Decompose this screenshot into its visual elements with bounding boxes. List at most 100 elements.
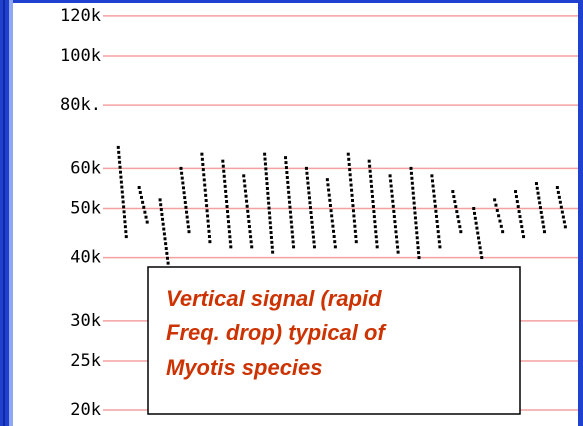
pulse-dot [288,200,292,204]
pulse-dot [122,205,126,209]
pulse-dot [264,167,268,171]
pulse-dot [346,152,350,156]
pulse-dot [285,171,289,175]
pulse [409,166,421,260]
y-tick-label: 50k [70,198,101,218]
pulse-dot [535,186,539,190]
pulse-dot [373,220,377,224]
pulse-dot [307,196,311,200]
pulse-dot [311,230,315,234]
pulse-dot [558,200,562,204]
pulse-dot [180,171,184,175]
pulse-dot [391,199,395,203]
pulse-dot [226,215,230,219]
pulses [116,145,567,265]
pulse-dot [437,240,441,244]
pulse-dot [455,210,459,214]
pulse-dot [354,235,358,239]
pulse-dot [267,201,271,205]
pulse [472,206,484,260]
pulse-dot [244,194,248,198]
pulse-dot [328,198,332,202]
pulse-dot [452,195,456,199]
pulse-dot [327,188,331,192]
pulse-dot [349,183,353,187]
pulse-dot [203,188,207,192]
pulse-dot [351,204,355,208]
pulse-dot [563,225,567,229]
pulse-dot [116,145,120,149]
pulse-dot [430,179,434,183]
pulse-dot [242,174,246,178]
pulse-dot [498,219,502,223]
pulse-dot [205,209,209,213]
pulse-dot [499,224,503,228]
pulse-dot [354,240,358,244]
pulse-dot [310,220,314,224]
pulse-dot [223,179,227,183]
pulse-dot [309,215,313,219]
pulse-dot [347,162,351,166]
pulse-dot [413,216,417,220]
pulse-dot [312,240,316,244]
pulse-dot [374,235,378,239]
pulse-dot [248,230,252,234]
pulse-dot [332,235,336,239]
pulse-dot [330,214,334,218]
pulse-dot [516,205,520,209]
pulse-dot [434,214,438,218]
pulse-dot [286,185,290,189]
pulse-dot [288,205,292,209]
pulse-dot [203,183,207,187]
pulse-dot [160,212,164,216]
pulse-dot [206,214,210,218]
pulse-dot [247,219,251,223]
pulse-dot [288,210,292,214]
pulse-dot [413,211,417,215]
pulse-dot [538,206,542,210]
pulse-dot [290,230,294,234]
pulse-dot [243,189,247,193]
pulse-dot [222,169,226,173]
pulse-dot [245,204,249,208]
pulse-dot [434,209,438,213]
pulse [263,152,275,254]
pulse-dot [536,191,540,195]
pulse-dot [375,240,379,244]
pulse-dot [396,245,400,249]
pulse-dot [123,225,127,229]
pulse-dot [325,178,329,182]
pulse-dot [370,189,374,193]
pulse-dot [351,198,355,202]
pulse [534,182,546,234]
pulse-dot [555,186,559,190]
pulse-dot [204,198,208,202]
pulse-dot [388,174,392,178]
pulse-dot [206,224,210,228]
pulse-dot [409,171,413,175]
pulse-dot [394,230,398,234]
pulse-dot [284,166,288,170]
pulse-dot [417,251,421,255]
pulse [388,174,400,254]
pulse-dot [411,186,415,190]
pulse-dot [291,235,295,239]
pulse-dot [121,200,125,204]
pulse-dot [287,195,291,199]
pulse-dot [222,174,226,178]
pulse-dot [247,225,251,229]
pulse-dot [412,196,416,200]
pulse-dot [415,231,419,235]
pulse-dot [453,200,457,204]
pulse-dot [291,240,295,244]
pulse-dot [371,205,375,209]
pulse-dot [228,235,232,239]
pulse-dot [265,177,269,181]
pulse-dot [517,210,521,214]
pulse-dot [410,176,414,180]
pulse [304,166,316,249]
pulse-dot [223,184,227,188]
pulse-dot [268,216,272,220]
pulse-dot [245,199,249,203]
